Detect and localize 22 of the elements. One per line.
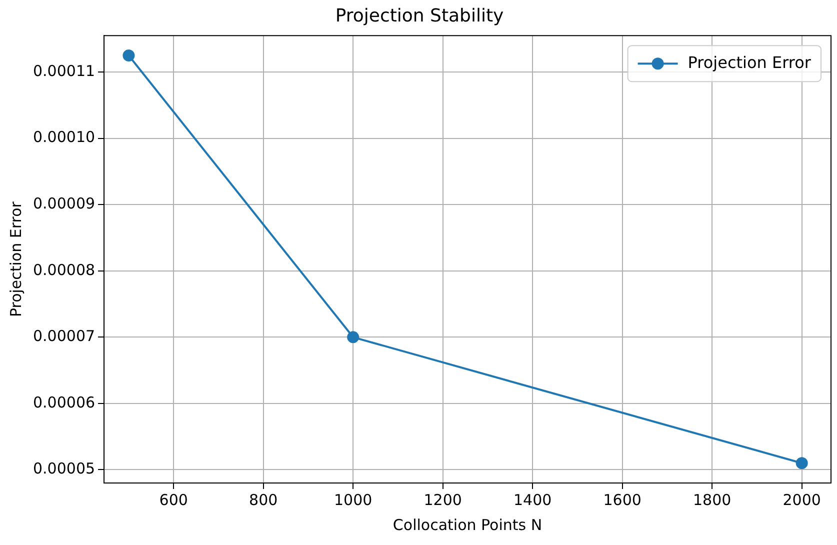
x-tick-label: 1800 [692, 490, 732, 509]
y-tick-label: 0.00009 [33, 194, 96, 213]
legend-label: Projection Error [688, 52, 812, 72]
x-tick-label: 1000 [334, 490, 372, 509]
x-tick-label: 2000 [782, 490, 821, 509]
chart-title: Projection Stability [335, 5, 504, 26]
x-tick-label: 1400 [513, 490, 552, 509]
x-tick-label: 1200 [424, 490, 462, 509]
y-tick-label: 0.00007 [33, 327, 96, 346]
point [796, 457, 808, 470]
y-axis-title: Projection Error [6, 200, 25, 318]
y-tick-label: 0.00006 [33, 393, 96, 412]
y-tick-label: 0.00005 [33, 460, 96, 478]
point [122, 49, 135, 62]
point [347, 331, 360, 344]
y-tick-label: 0.00010 [33, 128, 96, 146]
y-tick-label: 0.00011 [33, 62, 96, 80]
x-axis-title: Collocation Points N [392, 516, 542, 534]
x-tick-label: 1600 [603, 490, 642, 509]
x-tick-label: 800 [249, 490, 278, 509]
y-tick-label: 0.00008 [33, 260, 96, 279]
x-tick-label: 600 [159, 490, 188, 509]
